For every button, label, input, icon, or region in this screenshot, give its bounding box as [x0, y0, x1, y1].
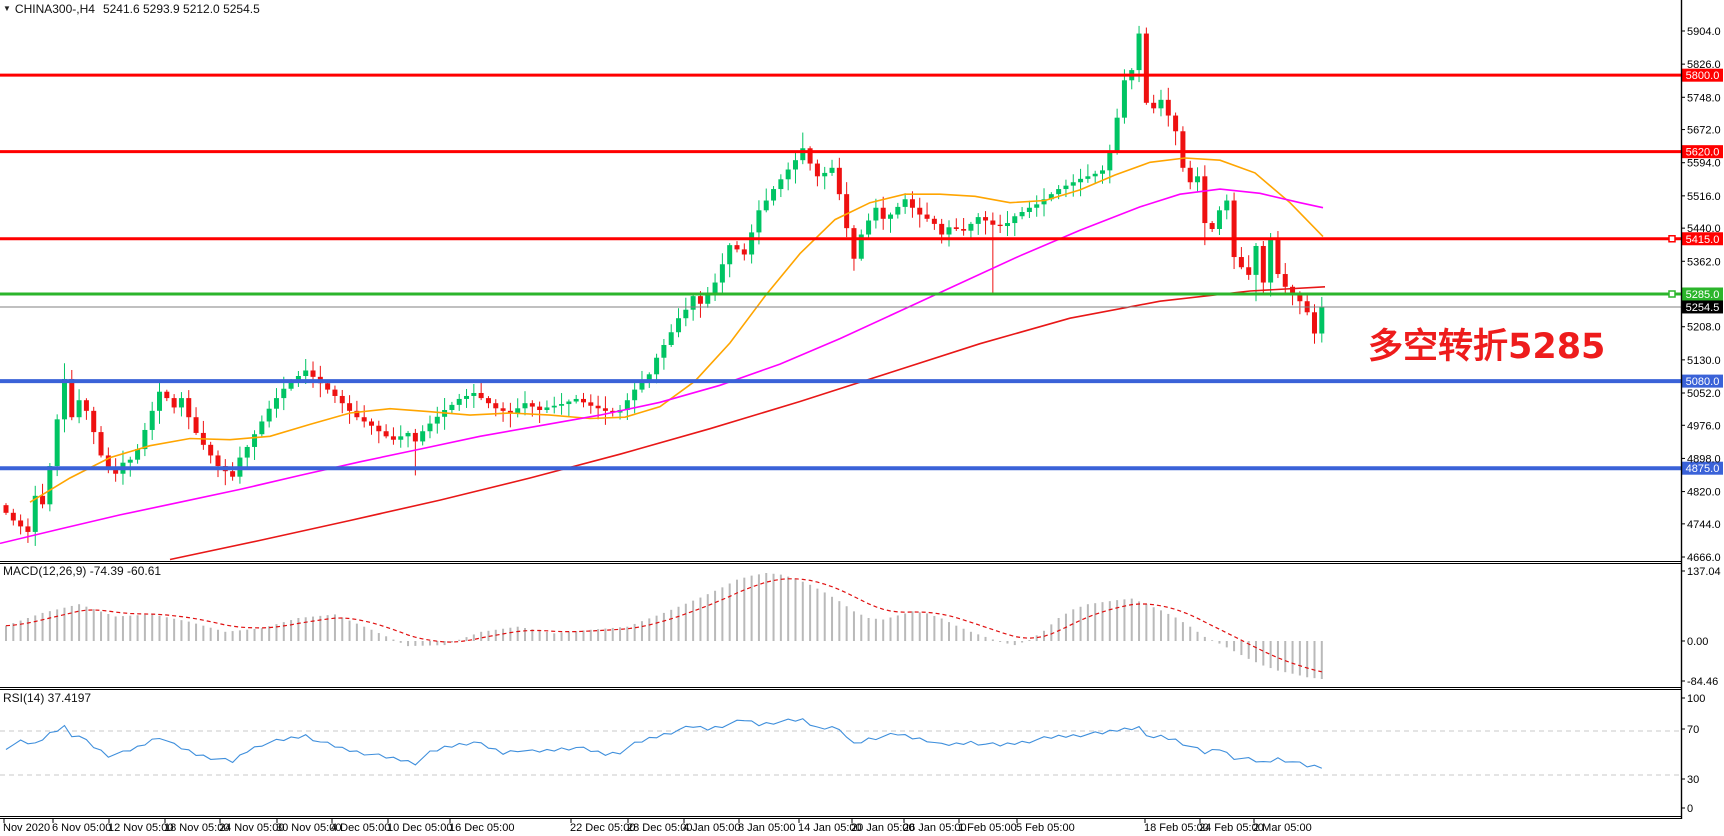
svg-text:5904.0: 5904.0: [1687, 26, 1721, 38]
svg-text:5208.0: 5208.0: [1687, 322, 1721, 334]
macd-panel[interactable]: 137.04 0.00 -84.46: [5, 566, 1721, 688]
svg-text:5440.0: 5440.0: [1687, 223, 1721, 235]
ohlc-values: 5241.6 5293.9 5212.0 5254.5: [102, 2, 260, 16]
time-axis-label: 22 Dec 05:00: [570, 822, 635, 834]
time-axis-label: 18 Feb 05:00: [1144, 822, 1209, 834]
svg-text:5052.0: 5052.0: [1687, 388, 1721, 400]
time-axis-label: 28 Dec 05:00: [627, 822, 692, 834]
time-axis-label: 20 Jan 05:00: [851, 822, 915, 834]
svg-text:4898.0: 4898.0: [1687, 453, 1721, 465]
time-axis-label: 2 Mar 05:00: [1253, 822, 1312, 834]
current-price-line: 5254.5: [0, 300, 1723, 314]
svg-text:5254.5: 5254.5: [1686, 302, 1720, 314]
svg-text:70: 70: [1687, 724, 1699, 736]
time-axis-label: 6 Nov 05:00: [52, 822, 111, 834]
svg-text:4875.0: 4875.0: [1686, 463, 1720, 475]
svg-text:0.00: 0.00: [1687, 636, 1708, 648]
time-axis-label: 26 Jan 05:00: [903, 822, 967, 834]
svg-text:0: 0: [1687, 803, 1693, 815]
svg-text:30: 30: [1687, 774, 1699, 786]
svg-text:5130.0: 5130.0: [1687, 355, 1721, 367]
macd-indicator-label: MACD(12,26,9) -74.39 -60.61: [3, 564, 162, 578]
svg-text:5080.0: 5080.0: [1686, 376, 1720, 388]
svg-text:5748.0: 5748.0: [1687, 92, 1721, 104]
symbol-title[interactable]: ▼ CHINA300-,H4 5241.6 5293.9 5212.0 5254.5: [3, 2, 260, 16]
time-axis-label: 1 Feb 05:00: [958, 822, 1017, 834]
time-axis-label: 8 Jan 05:00: [738, 822, 796, 834]
time-axis-label: 5 Feb 05:00: [1016, 822, 1075, 834]
time-axis-label: 30 Nov 05:00: [276, 822, 341, 834]
time-axis-label: 12 Nov 05:00: [108, 822, 173, 834]
rsi-indicator-label: RSI(14) 37.4197: [3, 691, 92, 705]
svg-text:5362.0: 5362.0: [1687, 256, 1721, 268]
candles-layer[interactable]: [3, 25, 1325, 546]
mid-ma-line: [0, 188, 1324, 545]
macd-signal-line: [5, 578, 1322, 673]
svg-text:4666.0: 4666.0: [1687, 552, 1721, 564]
svg-text:5826.0: 5826.0: [1687, 59, 1721, 71]
time-axis-label: 16 Dec 05:00: [449, 822, 514, 834]
time-axis-label: 4 Dec 05:00: [331, 822, 390, 834]
time-axis-label: 10 Dec 05:00: [387, 822, 452, 834]
panel-borders: [0, 0, 1683, 819]
svg-text:5594.0: 5594.0: [1687, 158, 1721, 170]
chart-annotation-text[interactable]: 多空转折5285: [1368, 327, 1606, 367]
svg-text:-84.46: -84.46: [1687, 676, 1718, 688]
price-axis[interactable]: 5904.0 5826.0 5748.0 5672.0 5594.0 5516.0 5440…: [1681, 26, 1721, 564]
svg-text:5285.0: 5285.0: [1686, 289, 1720, 301]
svg-text:5672.0: 5672.0: [1687, 125, 1721, 137]
symbol-dropdown-icon[interactable]: ▼: [3, 4, 11, 13]
time-axis-label: 18 Nov 05:00: [164, 822, 229, 834]
svg-text:5516.0: 5516.0: [1687, 191, 1721, 203]
svg-text:5800.0: 5800.0: [1686, 70, 1720, 82]
symbol-period-label: CHINA300-,H4: [14, 2, 95, 16]
time-axis-label: Nov 2020: [3, 822, 50, 834]
svg-text:5415.0: 5415.0: [1686, 234, 1720, 246]
svg-text:4820.0: 4820.0: [1687, 487, 1721, 499]
svg-text:4744.0: 4744.0: [1687, 519, 1721, 531]
time-axis-label: 24 Feb 05:00: [1199, 822, 1264, 834]
time-axis-label: 14 Jan 05:00: [798, 822, 862, 834]
rsi-line: [5, 718, 1323, 769]
time-axis-label: 24 Nov 05:00: [219, 822, 284, 834]
level-handle-icon[interactable]: [1668, 290, 1676, 298]
fast-ma-line: [29, 157, 1324, 503]
svg-text:4976.0: 4976.0: [1687, 420, 1721, 432]
svg-text:100: 100: [1687, 693, 1705, 705]
level-lines-layer[interactable]: 5800.0 5620.0 5415.0 5285.0 5080.0 4875.0: [0, 68, 1723, 476]
rsi-panel[interactable]: 100 70 30 0: [0, 693, 1705, 815]
level-handle-icon[interactable]: [1668, 235, 1676, 243]
time-axis-label: 4 Jan 05:00: [683, 822, 741, 834]
svg-text:5620.0: 5620.0: [1686, 147, 1720, 159]
svg-text:137.04: 137.04: [1687, 566, 1721, 578]
slow-ma-line: [169, 286, 1326, 561]
